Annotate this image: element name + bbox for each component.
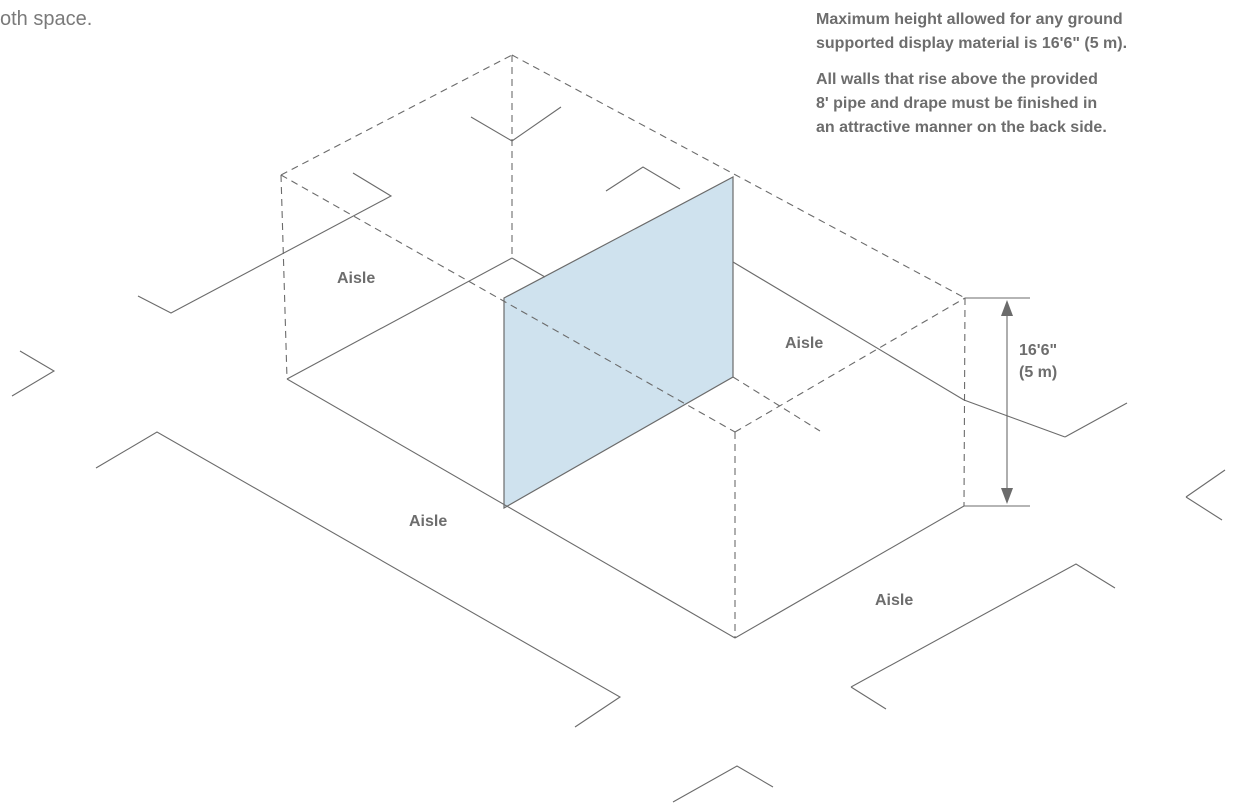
- aisle-label-front-right: Aisle: [875, 592, 914, 609]
- height-envelope: [280, 54, 966, 638]
- height-dimension-label: 16'6" (5 m): [1019, 340, 1057, 384]
- booth-floor-outline: [286, 257, 1066, 639]
- note-line: 8' pipe and drape must be finished in: [816, 95, 1098, 112]
- note-line: an attractive manner on the back side.: [816, 119, 1107, 136]
- note-line: supported display material is 16'6" (5 m…: [816, 35, 1128, 52]
- wall-finish-note: All walls that rise above the provided 8…: [816, 68, 1236, 140]
- note-line: Maximum height allowed for any ground: [816, 11, 1123, 28]
- dimension-meters: (5 m): [1019, 364, 1058, 381]
- dimension-feet: 16'6": [1019, 342, 1058, 359]
- surrounding-aisles: [11, 106, 1226, 803]
- intro-text-fragment: oth space.: [0, 8, 93, 30]
- aisle-label-front-left: Aisle: [409, 513, 448, 530]
- note-line: All walls that rise above the provided: [816, 71, 1098, 88]
- height-notes: Maximum height allowed for any ground su…: [816, 8, 1236, 152]
- height-dimension-marker: [964, 297, 1030, 507]
- aisle-label-back-right: Aisle: [785, 335, 824, 352]
- center-wall-panel: [503, 176, 734, 510]
- aisle-label-back-left: Aisle: [337, 270, 376, 287]
- height-limit-note: Maximum height allowed for any ground su…: [816, 8, 1236, 56]
